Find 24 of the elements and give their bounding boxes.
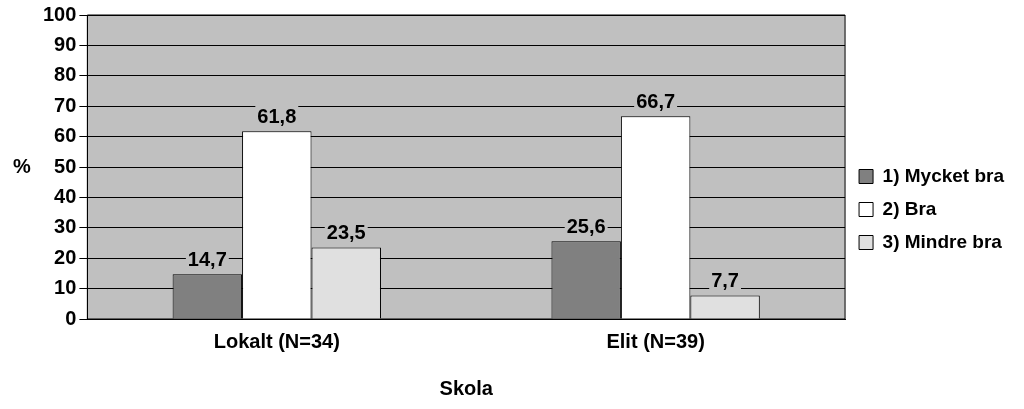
data-label: 7,7 xyxy=(711,269,739,292)
y-tick-label: 90 xyxy=(54,32,77,55)
x-tick-label: Elit (N=39) xyxy=(606,329,705,352)
y-axis-title: % xyxy=(13,154,32,177)
y-tick-label: 80 xyxy=(54,63,77,86)
x-tick-label: Lokalt (N=34) xyxy=(213,329,340,352)
data-label: 25,6 xyxy=(566,214,606,237)
legend-label: 1) Mycket bra xyxy=(882,164,1005,186)
y-tick-label: 0 xyxy=(65,306,77,329)
y-tick-label: 40 xyxy=(54,184,77,207)
legend-label: 3) Mindre bra xyxy=(882,230,1003,252)
y-tick-label: 100 xyxy=(42,2,77,25)
y-tick-label: 10 xyxy=(54,276,77,299)
y-tick-label: 30 xyxy=(54,215,77,238)
data-label: 14,7 xyxy=(187,247,227,270)
data-label: 66,7 xyxy=(636,89,676,112)
data-label: 23,5 xyxy=(326,221,366,244)
y-tick-label: 20 xyxy=(54,245,77,268)
x-axis-title: Skola xyxy=(439,376,494,399)
legend-label: 2) Bra xyxy=(882,197,937,219)
y-tick-label: 70 xyxy=(54,93,77,116)
data-label: 61,8 xyxy=(257,104,297,127)
y-tick-label: 50 xyxy=(54,154,77,177)
y-tick-label: 60 xyxy=(54,124,77,147)
